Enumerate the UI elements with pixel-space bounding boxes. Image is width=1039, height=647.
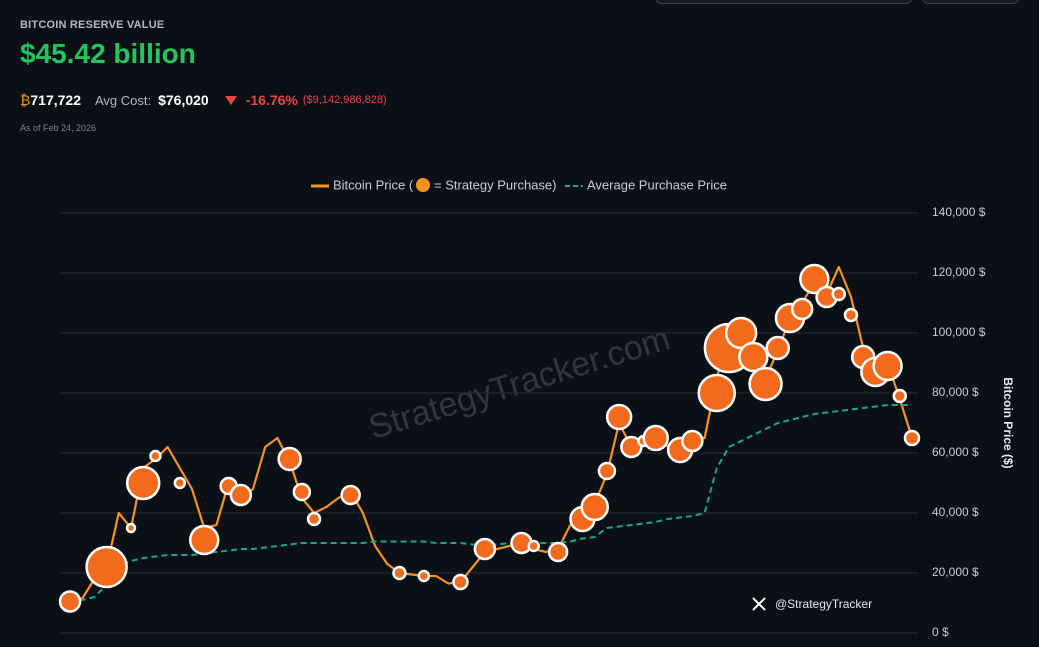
purchase-bubble xyxy=(580,492,609,522)
purchase-bubble xyxy=(392,565,407,581)
purchase-bubble xyxy=(473,537,497,561)
purchase-bubble xyxy=(892,388,908,404)
purchase-bubble xyxy=(188,524,220,556)
purchase-bubble xyxy=(277,446,302,472)
purchase-bubble xyxy=(306,511,322,527)
purchase-bubble xyxy=(173,476,187,490)
stats-row: ₿ 717,722 Avg Cost: $76,020 -16.76% ($9,… xyxy=(20,92,387,108)
avg-cost: $76,020 xyxy=(158,92,209,108)
y-axis-label: Bitcoin Price ($) xyxy=(1001,377,1015,468)
purchase-bubble xyxy=(799,263,830,295)
y-tick-label: 60,000 $ xyxy=(932,445,979,459)
purchase-bubble xyxy=(125,522,137,534)
btc-symbol: ₿ xyxy=(20,92,31,108)
y-tick-label: 120,000 $ xyxy=(932,265,986,279)
purchase-bubble xyxy=(831,286,847,302)
purchase-bubble xyxy=(229,483,253,507)
down-icon xyxy=(224,96,237,105)
change-amount: ($9,142,986,828) xyxy=(302,94,387,106)
purchase-bubble xyxy=(125,465,161,501)
watermark: StrategyTracker.com xyxy=(364,319,674,447)
purchase-bubble xyxy=(85,545,128,589)
y-tick-label: 20,000 $ xyxy=(932,565,979,579)
purchase-bubble xyxy=(417,569,431,583)
purchase-bubble xyxy=(738,341,769,373)
purchase-bubble xyxy=(340,484,361,506)
purchase-bubble xyxy=(872,350,903,382)
purchase-bubble xyxy=(620,435,643,459)
credit: @StrategyTracker xyxy=(775,597,872,611)
plot-area: 0 $ 20,000 $ 40,000 $ 60,000 $ 80,000 $ 100,0… xyxy=(58,205,986,639)
legend-label: Average Purchase Price xyxy=(587,177,727,192)
purchase-bubble xyxy=(149,449,162,463)
purchase-bubble xyxy=(547,541,569,563)
legend-label: = Strategy Purchase) xyxy=(434,177,556,192)
legend-label: Bitcoin Price ( xyxy=(333,177,414,192)
purchase-bubble xyxy=(58,590,82,613)
purchase-bubble xyxy=(292,482,312,502)
purchase-bubble xyxy=(642,424,669,452)
legend: Bitcoin Price ( = Strategy Purchase) Ave… xyxy=(311,177,727,192)
change-percent: -16.76% xyxy=(245,92,298,108)
x-logo xyxy=(752,597,766,611)
btc-holdings: 717,722 xyxy=(30,92,81,108)
y-tick-label: 140,000 $ xyxy=(932,205,986,219)
purchase-bubble xyxy=(452,573,469,591)
purchase-bubble xyxy=(843,307,859,323)
as-of: As of Feb 24, 2026 xyxy=(20,123,97,133)
purchase-bubble xyxy=(681,429,704,453)
purchase-bubble xyxy=(765,335,791,361)
purchase-bubble xyxy=(605,403,633,431)
purchase-bubble xyxy=(697,373,737,413)
reserve-value: $45.42 billion xyxy=(20,38,196,69)
y-tick-label: 40,000 $ xyxy=(932,505,979,519)
purchase-bubble xyxy=(748,366,783,402)
reserve-label: BITCOIN RESERVE VALUE xyxy=(20,19,165,31)
purchase-bubble xyxy=(903,429,921,447)
y-tick-label: 80,000 $ xyxy=(932,385,979,399)
y-tick-label: 0 $ xyxy=(932,625,949,639)
legend-swatch xyxy=(416,178,430,192)
purchase-bubble xyxy=(790,297,814,321)
purchase-bubble xyxy=(527,539,540,553)
y-tick-label: 100,000 $ xyxy=(932,325,986,339)
purchase-bubble xyxy=(597,461,617,481)
avg-cost-label: Avg Cost: xyxy=(94,92,152,108)
